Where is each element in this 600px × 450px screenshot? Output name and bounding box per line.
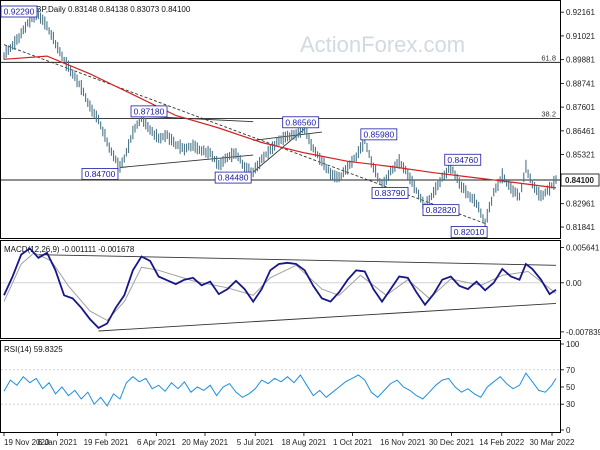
x-tick-label: 19 Nov 2020 xyxy=(4,438,50,447)
rsi-y-tick-label: 0 xyxy=(566,426,571,435)
last-price-tag: 0.84100 xyxy=(560,173,600,187)
level-label: 61.8 xyxy=(541,53,556,62)
rsi-panel-title: RSI(14) 59.8325 xyxy=(4,345,63,354)
x-tick-label: 6 Jan 2021 xyxy=(38,438,78,447)
macd-y-tick-label: 0.00 xyxy=(566,279,582,288)
x-tick-label: 1 Oct 2021 xyxy=(333,438,373,447)
rsi-y-tick-label: 70 xyxy=(566,366,575,375)
price-callout: 0.82820 xyxy=(422,204,460,217)
callout-label: 0.84480 xyxy=(218,173,249,183)
last-price-label: 0.84100 xyxy=(565,176,594,185)
price-callout: 0.82010 xyxy=(450,226,488,238)
y-tick-label: 0.82961 xyxy=(566,200,595,209)
x-tick-label: 30 Mar 2022 xyxy=(530,438,575,447)
x-tick-label: 18 Aug 2021 xyxy=(281,438,326,447)
price-callout: 0.87180 xyxy=(130,105,168,118)
y-tick-label: 0.88741 xyxy=(566,79,595,88)
watermark: ActionForex.com xyxy=(300,32,465,57)
price-callout: 0.92290 xyxy=(0,5,38,18)
rsi-y-tick-label: 100 xyxy=(566,340,580,349)
level-label: 38.2 xyxy=(541,110,556,119)
x-tick-label: 30 Dec 2021 xyxy=(429,438,475,447)
macd-trendline xyxy=(98,303,557,332)
rsi-y-tick-label: 50 xyxy=(566,383,575,392)
price-panel-title: EURGBP,Daily 0.83148 0.84138 0.83073 0.8… xyxy=(13,5,191,14)
callout-label: 0.84760 xyxy=(447,155,478,165)
callout-label: 0.92290 xyxy=(4,7,35,17)
x-tick-label: 20 May 2021 xyxy=(182,438,229,447)
price-callout: 0.83790 xyxy=(371,187,409,199)
x-tick-label: 19 Feb 2021 xyxy=(84,438,129,447)
callout-label: 0.83790 xyxy=(375,188,406,198)
y-tick-label: 0.87601 xyxy=(566,103,595,112)
price-callout: 0.84760 xyxy=(444,153,482,166)
price-callout: 0.85980 xyxy=(360,128,398,141)
y-tick-label: 0.89881 xyxy=(566,56,595,65)
y-tick-label: 0.85321 xyxy=(566,151,595,160)
price-callout: 0.84700 xyxy=(81,168,119,180)
macd-line xyxy=(3,247,557,330)
x-tick-label: 14 Feb 2022 xyxy=(479,438,524,447)
trendline xyxy=(119,154,254,168)
rsi-panel-frame xyxy=(0,340,561,433)
price-callout: 0.84480 xyxy=(214,171,252,184)
macd-signal-line xyxy=(3,252,557,322)
x-tick-label: 6 Apr 2021 xyxy=(137,438,176,447)
callout-label: 0.82820 xyxy=(426,205,457,215)
macd-panel-title: MACD(12,26,9) -0.001111 -0.001678 xyxy=(4,245,135,254)
moving-average-line xyxy=(3,55,557,189)
callout-label: 0.84700 xyxy=(85,169,116,179)
macd-trendline xyxy=(38,254,557,266)
rsi-y-tick-label: 30 xyxy=(566,400,575,409)
price-callout: 0.86560 xyxy=(282,116,320,129)
callout-label: 0.87180 xyxy=(134,106,165,116)
x-tick-label: 16 Nov 2021 xyxy=(380,438,426,447)
macd-y-tick-label: -0.007839 xyxy=(566,328,600,337)
callout-label: 0.85980 xyxy=(363,129,394,139)
y-tick-label: 0.81841 xyxy=(566,223,595,232)
price-panel-frame xyxy=(0,0,561,239)
x-tick-label: 5 Jul 2021 xyxy=(237,438,274,447)
y-tick-label: 0.86461 xyxy=(566,127,595,136)
macd-y-tick-label: 0.005641 xyxy=(566,243,600,252)
callout-label: 0.86560 xyxy=(285,117,316,127)
y-tick-label: 0.92161 xyxy=(566,8,595,17)
rsi-line xyxy=(3,372,557,407)
callout-label: 0.82010 xyxy=(454,227,485,237)
y-tick-label: 0.91021 xyxy=(566,32,595,41)
